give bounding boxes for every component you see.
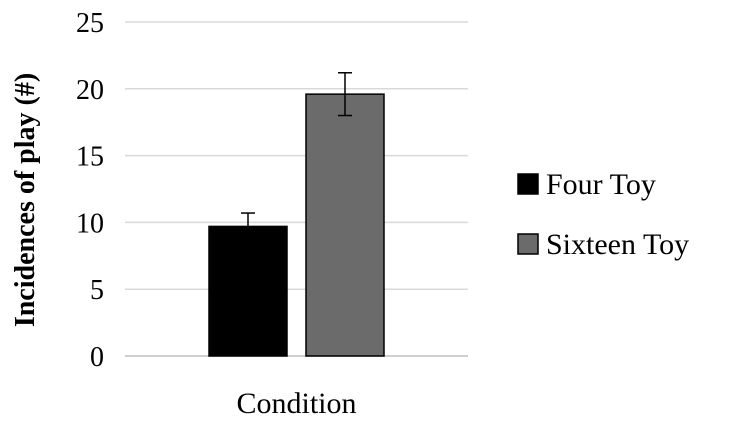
bar bbox=[305, 93, 385, 357]
bar-series bbox=[208, 93, 385, 357]
y-tick-label: 25 bbox=[76, 8, 104, 39]
y-axis-title: Incidences of play (#) bbox=[10, 73, 41, 327]
legend-swatch bbox=[517, 233, 539, 255]
x-category-label: Condition bbox=[236, 387, 356, 420]
legend-swatch bbox=[517, 173, 539, 195]
legend-label: Sixteen Toy bbox=[546, 228, 689, 261]
y-tick-label: 15 bbox=[76, 142, 104, 173]
y-tick-label: 20 bbox=[76, 75, 104, 106]
y-tick-label: 10 bbox=[76, 208, 104, 239]
legend-label: Four Toy bbox=[546, 168, 656, 201]
bar bbox=[208, 225, 288, 357]
y-tick-label: 0 bbox=[90, 342, 104, 373]
gridlines bbox=[125, 21, 468, 290]
error-bars bbox=[241, 72, 352, 241]
y-axis-tick-labels: 0 5 10 15 20 25 bbox=[76, 8, 104, 373]
legend: Four Toy Sixteen Toy bbox=[517, 168, 689, 261]
y-tick-label: 5 bbox=[90, 275, 104, 306]
